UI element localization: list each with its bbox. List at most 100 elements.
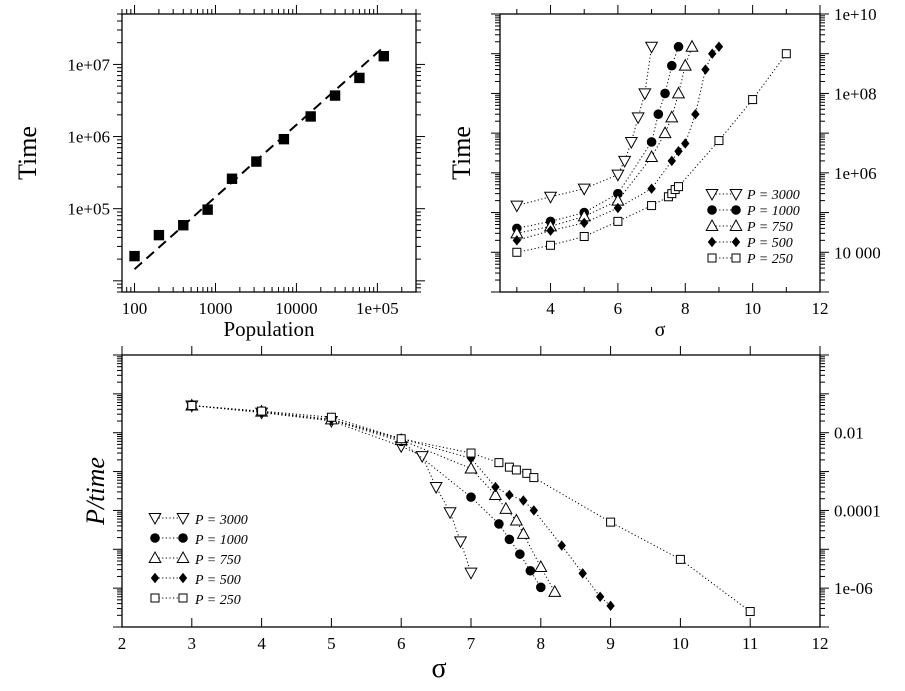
plot2-point <box>543 191 558 204</box>
plot2-point <box>546 225 555 236</box>
plot3-point <box>529 473 539 483</box>
plot2-point <box>579 231 589 241</box>
plot3-point <box>326 412 336 422</box>
plot2-y-tick-label: 10 000 <box>834 243 881 262</box>
plot3-y-axis-title: P/time <box>81 457 110 526</box>
plot3-point <box>511 465 521 475</box>
plot3-x-tick-label: 6 <box>397 634 406 653</box>
plot2-point <box>613 216 623 226</box>
plot1-point <box>202 204 213 215</box>
plot2-point <box>671 86 686 99</box>
plot3-legend-marker <box>176 513 190 526</box>
plot2-legend-marker <box>705 189 719 202</box>
plot3-point <box>491 481 500 493</box>
plot2-point <box>658 126 672 139</box>
plot1-point <box>354 72 365 84</box>
plot2-point <box>673 41 684 52</box>
plot3-point <box>504 534 515 545</box>
plot2-legend-label: P = 3000 <box>746 188 800 203</box>
plot2-point <box>678 58 692 71</box>
plot1-x-tick-label: 10000 <box>275 299 318 318</box>
plot3-point <box>429 482 443 495</box>
plot1-point <box>129 250 140 262</box>
plot2-point <box>638 88 652 101</box>
plot1-frame <box>121 13 417 293</box>
plot3-point <box>606 600 615 612</box>
plot2-point <box>647 201 657 211</box>
plot3-legend-label: P = 250 <box>194 593 241 608</box>
plot2-point <box>714 41 724 52</box>
plot2-legend-marker <box>707 253 717 263</box>
plot2-point <box>512 235 522 246</box>
plot3-point <box>745 607 755 617</box>
plot2-point <box>647 183 656 194</box>
plot2-point <box>646 137 657 147</box>
plot3-x-tick-label: 10 <box>672 634 689 653</box>
plot3-point <box>525 565 536 576</box>
plot3-point <box>516 526 530 539</box>
plot2-legend-marker <box>705 218 719 231</box>
plot1-point <box>153 229 165 241</box>
plot2-x-tick-label: 10 <box>744 299 761 318</box>
plot2-y-tick-label: 1e+08 <box>834 84 877 103</box>
plot1-x-tick-label: 1e+05 <box>356 299 399 318</box>
plot3-legend-marker <box>178 572 188 584</box>
plot2-point <box>691 108 700 120</box>
plot3-point <box>509 513 524 526</box>
plot1-point <box>378 51 389 62</box>
plot3-point <box>494 458 504 468</box>
plot2-x-tick-label: 12 <box>812 299 829 318</box>
plot2-point <box>644 41 659 54</box>
plot2-legend-marker <box>731 205 741 215</box>
plot1-x-tick-label: 1000 <box>198 299 232 318</box>
plot2-point <box>510 200 524 213</box>
plot2-point <box>631 112 645 125</box>
plot2-legend-marker <box>707 236 717 248</box>
plot2-point <box>611 169 625 182</box>
plot2-point <box>674 146 683 157</box>
plot2-point <box>666 60 677 71</box>
plot3-point <box>578 568 587 579</box>
plot3-point <box>494 519 504 529</box>
plot2-point <box>577 183 591 196</box>
plot3-point <box>453 536 468 549</box>
plot2-point <box>660 88 670 99</box>
plot2-point <box>653 109 664 119</box>
plot3-point <box>464 461 478 474</box>
plot3-point <box>257 406 267 416</box>
plot1-y-tick-label: 1e+05 <box>67 200 110 219</box>
plot3-legend-marker <box>150 593 160 603</box>
plot3-legend-marker <box>148 550 162 563</box>
plot2-frame <box>499 13 821 293</box>
plot1-x-axis-title: Population <box>223 317 315 341</box>
plot3-legend-marker <box>178 593 188 603</box>
plot3-x-tick-label: 8 <box>537 634 546 653</box>
plot3-point <box>488 487 503 500</box>
plot2-legend-marker <box>707 205 717 215</box>
plot3-x-axis-title: σ <box>431 653 446 684</box>
plot3-point <box>505 489 514 501</box>
plot3-legend-marker <box>150 533 160 543</box>
plot2-point <box>624 136 639 149</box>
plot2-point <box>748 95 758 105</box>
plot3-point <box>443 507 457 520</box>
plot2-point <box>546 240 556 250</box>
plot3-point <box>515 549 525 559</box>
plot3-legend-label: P = 750 <box>194 553 241 568</box>
plot3-legend-label: P = 500 <box>194 573 241 588</box>
plot2-point <box>613 202 623 214</box>
plot2-point <box>512 247 522 257</box>
plot2-legend-marker <box>731 236 741 248</box>
plot2-legend-label: P = 1000 <box>746 204 800 219</box>
plot1-y-tick-label: 1e+07 <box>67 55 110 74</box>
plot3-point <box>606 517 616 527</box>
plot3-point <box>519 495 528 506</box>
plot1-y-axis-title: Time <box>13 126 42 180</box>
plot2-x-axis-title: σ <box>655 319 666 341</box>
plot2-point <box>644 150 659 163</box>
plot2-legend-label: P = 750 <box>746 220 793 235</box>
plot2-legend-marker <box>729 218 743 231</box>
plot2-y-axis-title: Time <box>447 126 476 180</box>
plot3-y-tick-label: 0.01 <box>834 424 864 443</box>
